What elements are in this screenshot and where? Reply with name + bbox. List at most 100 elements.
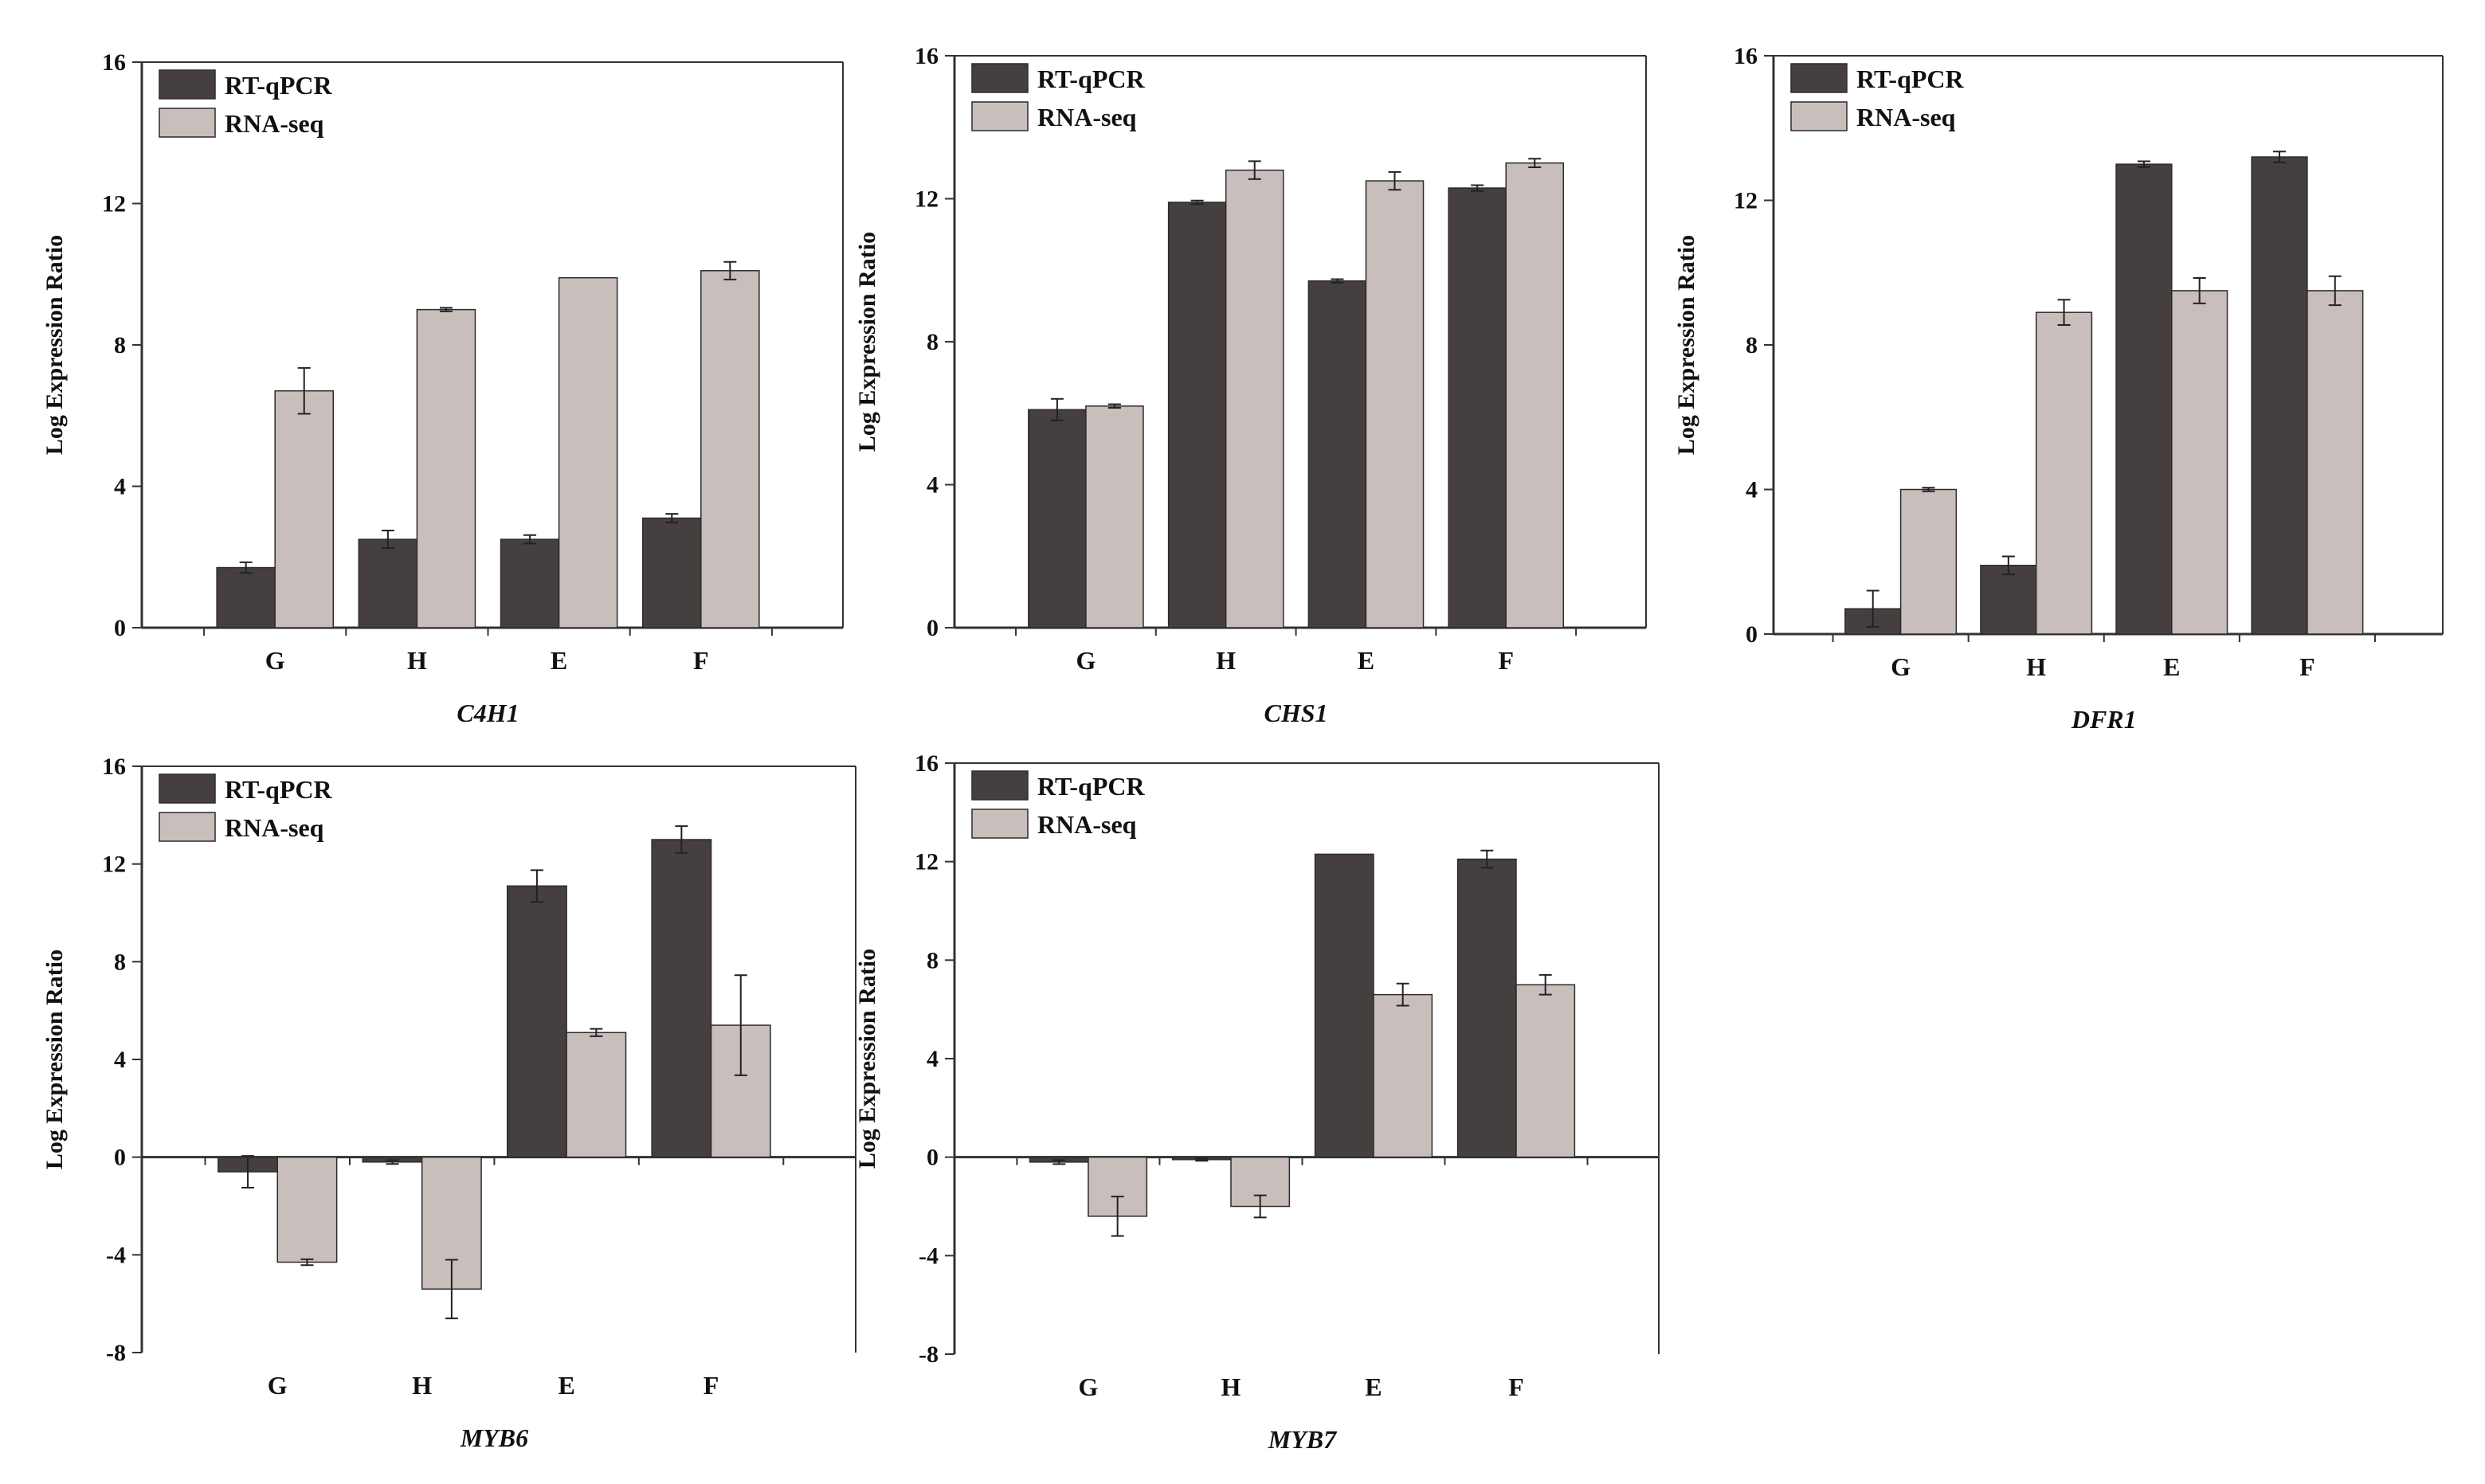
bar-rnaseq-f <box>1515 984 1576 1158</box>
chart-panel-myb7: -8 -4 0 4 8 12 16 Log Expression Ratio G H E F MYB7 R… <box>854 750 1660 1454</box>
category-label-f: F <box>1508 1372 1524 1401</box>
bar-rtqpcr-e <box>506 885 567 1158</box>
bar-rnaseq-e <box>566 1032 627 1158</box>
category-label-h: H <box>407 646 427 675</box>
y-tick-label: 4 <box>1746 477 1758 503</box>
legend-label-rnaseq: RNA-seq <box>225 813 324 842</box>
legend-swatch-rtqpcr <box>1790 63 1848 93</box>
chart-panel-myb6: -8 -4 0 4 8 12 16 Log Expression Ratio G H E F MYB6 R… <box>41 754 856 1452</box>
category-label-f: F <box>2299 652 2315 681</box>
y-tick-label: 0 <box>1746 621 1758 648</box>
legend-swatch-rtqpcr <box>971 770 1029 801</box>
bar-rnaseq-f <box>1505 162 1565 628</box>
bar-rnaseq-f <box>700 270 760 628</box>
y-axis-title: Log Expression Ratio <box>854 232 880 452</box>
legend-label-rtqpcr: RT-qPCR <box>1037 772 1146 801</box>
bar-rtqpcr-e <box>1314 853 1374 1158</box>
category-label-h: H <box>1216 646 1236 675</box>
bar-rnaseq-e <box>558 276 618 628</box>
bar-rnaseq-g <box>1085 405 1144 628</box>
y-tick-label: 12 <box>1734 188 1758 214</box>
bar-rtqpcr-e <box>500 538 560 628</box>
legend-swatch-rnaseq <box>159 108 216 138</box>
y-tick-label: 4 <box>927 1046 939 1072</box>
charts: 0 4 8 12 16 Log Expression Ratio G H E F C4H1 RT-qP… <box>41 43 2444 1454</box>
y-axis-title: Log Expression Ratio <box>41 950 68 1169</box>
legend-swatch-rnaseq <box>971 809 1029 839</box>
bar-rtqpcr-h <box>1980 565 2037 635</box>
category-label-h: H <box>1221 1372 1241 1401</box>
legend-label-rnaseq: RNA-seq <box>1856 103 1956 131</box>
y-tick-label: 16 <box>915 43 939 69</box>
y-tick-label: 16 <box>102 754 126 780</box>
category-label-e: E <box>2163 652 2180 681</box>
category-label-e: E <box>1358 646 1374 675</box>
bar-rtqpcr-h <box>1167 202 1227 628</box>
y-tick-label: -4 <box>919 1243 939 1269</box>
legend-label-rnaseq: RNA-seq <box>225 109 324 138</box>
legend-label-rnaseq: RNA-seq <box>1037 103 1137 131</box>
y-tick-label: 8 <box>1746 332 1758 358</box>
y-tick-label: 12 <box>102 852 126 878</box>
bar-rnaseq-f <box>2307 290 2364 635</box>
category-label-e: E <box>1365 1372 1382 1401</box>
chart-title: C4H1 <box>457 699 519 727</box>
y-tick-label: 16 <box>1734 43 1758 69</box>
bar-rtqpcr-f <box>651 839 712 1158</box>
bar-rnaseq-h <box>2035 311 2093 635</box>
category-label-g: G <box>265 646 285 675</box>
category-label-g: G <box>1891 652 1911 681</box>
legend-label-rtqpcr: RT-qPCR <box>1856 65 1965 93</box>
y-axis-title: Log Expression Ratio <box>41 235 68 455</box>
bar-rtqpcr-h <box>358 538 418 628</box>
y-tick-label: 8 <box>114 949 126 975</box>
category-label-f: F <box>1498 646 1514 675</box>
bar-rtqpcr-f <box>2251 156 2308 635</box>
bar-rnaseq-g <box>274 390 335 628</box>
category-label-g: G <box>268 1371 288 1400</box>
bar-rtqpcr-f <box>1456 858 1517 1158</box>
chart-panel-c4h1: 0 4 8 12 16 Log Expression Ratio G H E F C4H1 RT-qP… <box>41 49 844 727</box>
bar-rtqpcr-g <box>1028 409 1087 628</box>
bar-rnaseq-e <box>1373 993 1433 1158</box>
y-tick-label: 0 <box>927 615 939 641</box>
bar-rnaseq-h <box>1225 169 1284 628</box>
category-label-f: F <box>693 646 709 675</box>
y-tick-label: -4 <box>106 1242 126 1268</box>
bar-rnaseq-e <box>2171 290 2228 635</box>
legend-swatch-rtqpcr <box>159 773 216 804</box>
legend-label-rtqpcr: RT-qPCR <box>225 71 333 100</box>
y-tick-label: 4 <box>114 1047 126 1073</box>
chart-title: MYB6 <box>460 1423 528 1452</box>
y-tick-label: 12 <box>915 186 939 213</box>
chart-panel-chs1: 0 4 8 12 16 Log Expression Ratio G H E F CHS1 RT-qP… <box>854 43 1647 727</box>
chart-panel-dfr1: 0 4 8 12 16 Log Expression Ratio G H E F DFR1 RT-qP… <box>1673 43 2444 734</box>
legend-swatch-rtqpcr <box>971 63 1029 93</box>
legend-label-rtqpcr: RT-qPCR <box>225 775 333 804</box>
bar-rnaseq-g <box>1899 488 1958 635</box>
bar-rtqpcr-e <box>1307 280 1367 628</box>
category-label-g: G <box>1079 1372 1099 1401</box>
y-tick-label: 8 <box>114 332 126 358</box>
bar-rnaseq-e <box>1365 180 1425 628</box>
legend-label-rtqpcr: RT-qPCR <box>1037 65 1146 93</box>
legend-swatch-rtqpcr <box>159 69 216 100</box>
y-tick-label: 8 <box>927 329 939 355</box>
category-label-g: G <box>1076 646 1096 675</box>
bar-rtqpcr-g <box>216 566 276 628</box>
y-tick-label: 0 <box>114 615 126 641</box>
y-tick-label: 8 <box>927 947 939 973</box>
y-tick-label: 16 <box>915 750 939 777</box>
bar-rnaseq-h <box>416 308 476 628</box>
chart-title: CHS1 <box>1264 699 1328 727</box>
legend-label-rnaseq: RNA-seq <box>1037 810 1137 839</box>
y-tick-label: 0 <box>927 1145 939 1171</box>
bar-rtqpcr-f <box>641 517 702 628</box>
chart-title: MYB7 <box>1268 1425 1338 1454</box>
y-tick-label: 4 <box>114 474 126 500</box>
chart-title: DFR1 <box>2071 705 2137 734</box>
y-tick-label: 0 <box>114 1145 126 1171</box>
category-label-f: F <box>704 1371 719 1400</box>
y-tick-label: 12 <box>915 849 939 875</box>
